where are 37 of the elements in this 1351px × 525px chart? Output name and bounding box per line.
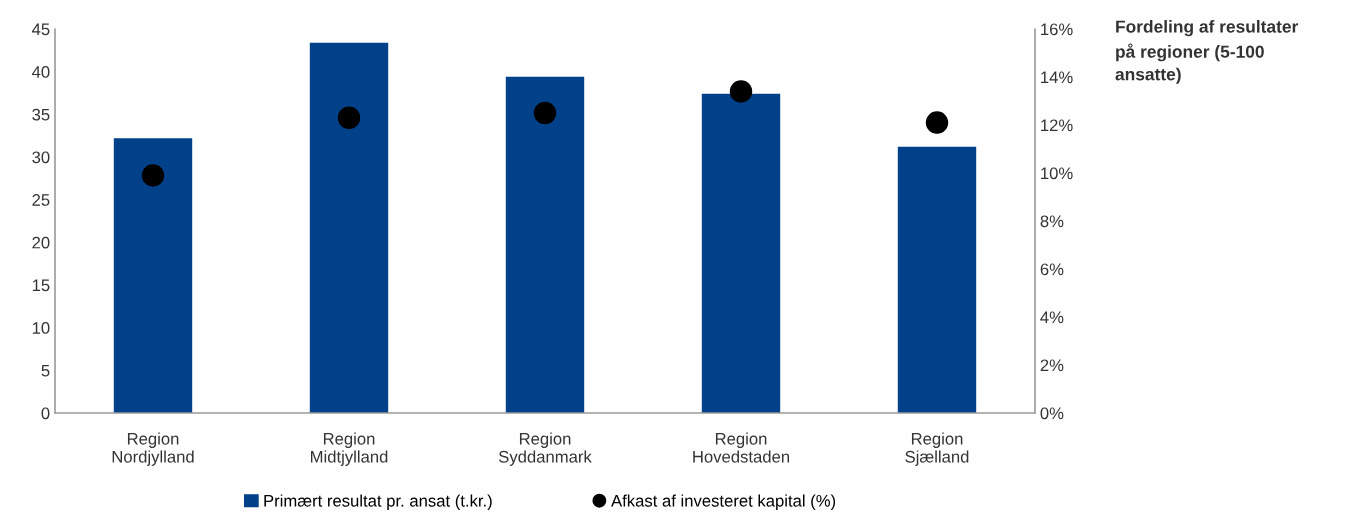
- y-tick-label: 40: [31, 66, 50, 78]
- y2-tick-label: 0%: [1040, 407, 1064, 420]
- x-tick-label: Region Hovedstaden: [693, 432, 790, 463]
- y2-tick-label: 8%: [1040, 215, 1064, 228]
- y-tick-label: 0: [41, 407, 50, 420]
- point: [533, 101, 557, 125]
- bar: [309, 42, 389, 413]
- y-tick-label: 20: [32, 236, 50, 249]
- point: [729, 80, 753, 103]
- legend-label: Afkast af investeret kapital (%): [611, 494, 836, 510]
- text: Fordeling af resultater på regioner (5-100 ansatte): [1115, 20, 1299, 84]
- point: [925, 111, 949, 134]
- y2-tick-label: 16%: [1041, 23, 1073, 36]
- y-tick-label: 30: [32, 151, 50, 164]
- x-tick-label: Region Syddanmark: [498, 432, 592, 466]
- legend-label: Primært resultat pr. ansat (t.kr.): [264, 494, 492, 510]
- bar: [505, 76, 585, 413]
- y-tick-label: 10: [32, 322, 50, 334]
- y2-tick-label: 10%: [1041, 167, 1073, 180]
- x-tick-label: Region Midtjylland: [311, 432, 388, 466]
- x-tick-label: Region Nordjylland: [112, 432, 194, 466]
- y-tick-label: 45: [31, 23, 50, 36]
- y2-tick-label: 12%: [1041, 119, 1073, 132]
- y2-tick-label: 6%: [1040, 263, 1064, 276]
- y2-tick-label: 4%: [1040, 311, 1064, 324]
- point: [141, 164, 165, 187]
- y-tick-label: 25: [32, 194, 50, 206]
- bar: [113, 138, 193, 413]
- y-tick-label: 5: [41, 364, 50, 377]
- bar: [701, 93, 781, 413]
- y2-tick-label: 14%: [1041, 71, 1073, 84]
- y2-tick-label: 2%: [1040, 359, 1064, 372]
- y-tick-label: 15: [32, 279, 50, 292]
- bar: [897, 146, 977, 413]
- x-tick-label: Region Sjælland: [905, 432, 969, 466]
- y-tick-label: 35: [32, 108, 50, 121]
- point: [337, 106, 361, 130]
